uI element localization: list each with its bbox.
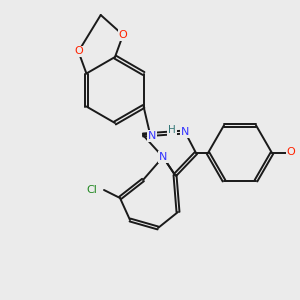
Text: N: N bbox=[181, 127, 189, 137]
Text: O: O bbox=[118, 30, 127, 40]
Text: N: N bbox=[148, 131, 156, 141]
Text: H: H bbox=[299, 152, 300, 162]
Text: O: O bbox=[74, 46, 83, 56]
Text: H: H bbox=[168, 125, 176, 135]
Text: Cl: Cl bbox=[87, 185, 98, 195]
Text: O: O bbox=[286, 147, 296, 157]
Text: N: N bbox=[159, 152, 167, 162]
